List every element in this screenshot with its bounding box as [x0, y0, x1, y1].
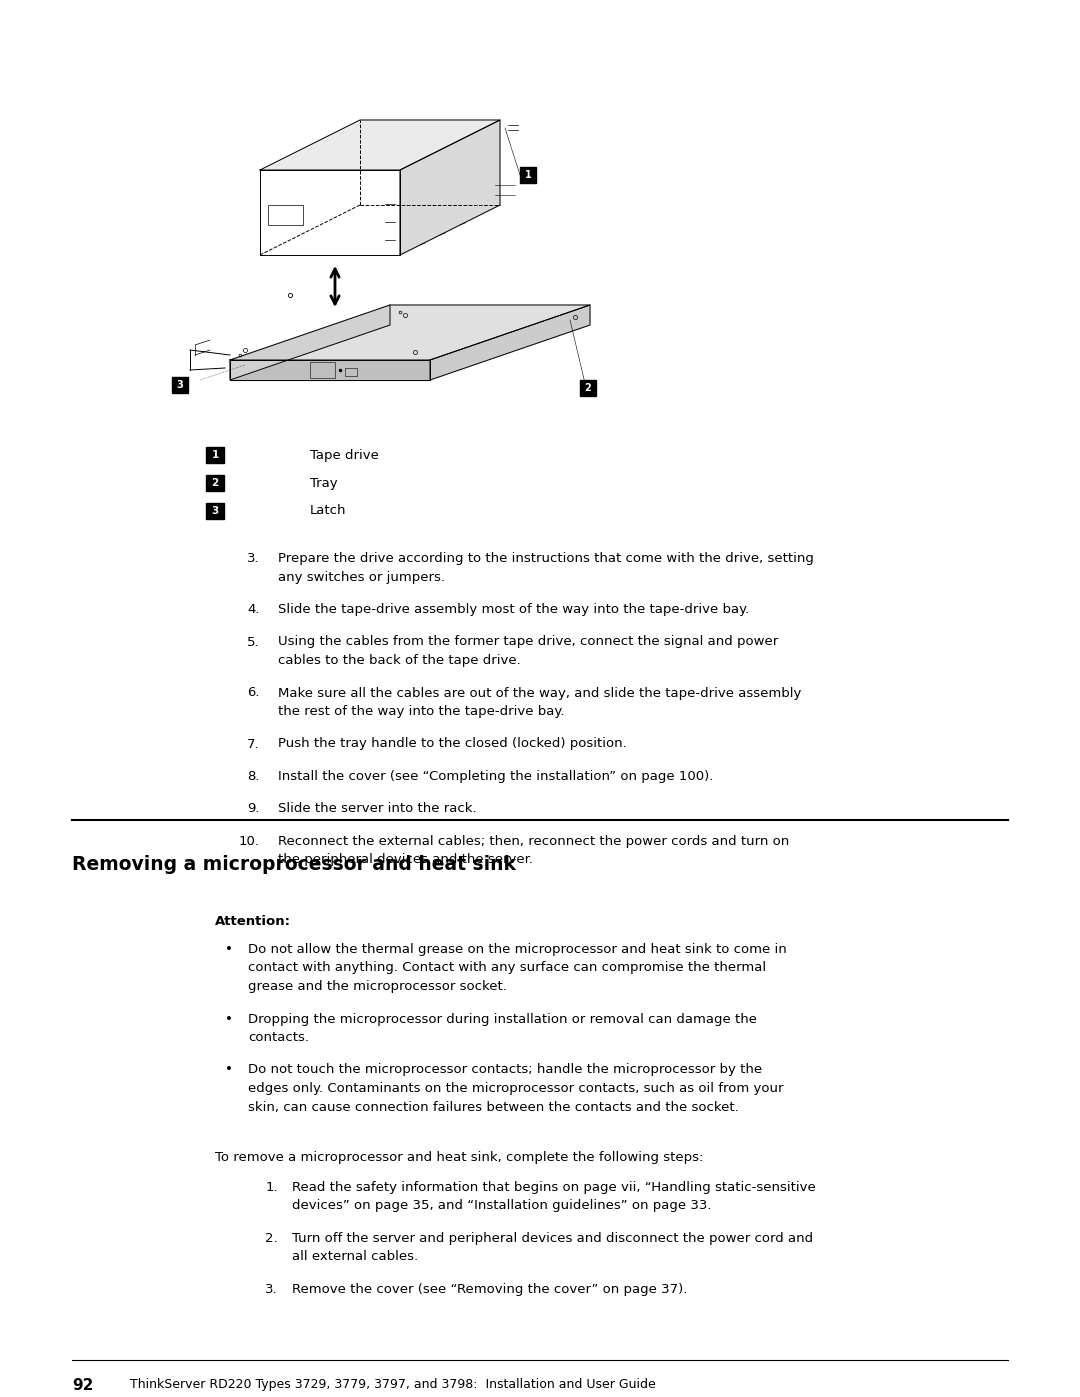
Text: the peripheral devices and the server.: the peripheral devices and the server. — [278, 854, 534, 866]
Text: ThinkServer RD220 Types 3729, 3779, 3797, and 3798:  Installation and User Guide: ThinkServer RD220 Types 3729, 3779, 3797… — [130, 1377, 656, 1391]
Text: Tray: Tray — [310, 476, 338, 489]
Text: 2: 2 — [212, 478, 218, 488]
Text: Removing a microprocessor and heat sink: Removing a microprocessor and heat sink — [72, 855, 516, 875]
Text: edges only. Contaminants on the microprocessor contacts, such as oil from your: edges only. Contaminants on the micropro… — [248, 1083, 783, 1095]
Text: contacts.: contacts. — [248, 1031, 309, 1044]
FancyBboxPatch shape — [580, 380, 596, 395]
Text: all external cables.: all external cables. — [292, 1250, 418, 1263]
Text: Push the tray handle to the closed (locked) position.: Push the tray handle to the closed (lock… — [278, 738, 626, 750]
Text: •: • — [225, 943, 233, 956]
Text: 3.: 3. — [266, 1282, 278, 1296]
Text: 2: 2 — [584, 383, 592, 393]
Text: Install the cover (see “Completing the installation” on page 100).: Install the cover (see “Completing the i… — [278, 770, 714, 782]
Text: 1.: 1. — [266, 1180, 278, 1194]
Polygon shape — [430, 305, 590, 380]
FancyBboxPatch shape — [206, 447, 224, 462]
Text: 4.: 4. — [247, 604, 260, 616]
Text: 6.: 6. — [247, 686, 260, 700]
Text: 2.: 2. — [266, 1232, 278, 1245]
Text: Dropping the microprocessor during installation or removal can damage the: Dropping the microprocessor during insta… — [248, 1013, 757, 1025]
Text: Slide the server into the rack.: Slide the server into the rack. — [278, 802, 476, 816]
Text: 7.: 7. — [247, 738, 260, 750]
Text: Reconnect the external cables; then, reconnect the power cords and turn on: Reconnect the external cables; then, rec… — [278, 835, 789, 848]
Text: grease and the microprocessor socket.: grease and the microprocessor socket. — [248, 981, 507, 993]
FancyBboxPatch shape — [172, 377, 188, 393]
Text: Slide the tape-drive assembly most of the way into the tape-drive bay.: Slide the tape-drive assembly most of th… — [278, 604, 750, 616]
Text: skin, can cause connection failures between the contacts and the socket.: skin, can cause connection failures betw… — [248, 1101, 739, 1113]
Text: 8.: 8. — [247, 770, 260, 782]
Text: Make sure all the cables are out of the way, and slide the tape-drive assembly: Make sure all the cables are out of the … — [278, 686, 801, 700]
Polygon shape — [230, 305, 390, 380]
Text: 3: 3 — [212, 506, 218, 515]
FancyBboxPatch shape — [519, 168, 536, 183]
Text: Attention:: Attention: — [215, 915, 291, 928]
Text: 92: 92 — [72, 1377, 93, 1393]
Text: any switches or jumpers.: any switches or jumpers. — [278, 570, 445, 584]
FancyBboxPatch shape — [206, 503, 224, 520]
Text: Using the cables from the former tape drive, connect the signal and power: Using the cables from the former tape dr… — [278, 636, 779, 648]
Text: Prepare the drive according to the instructions that come with the drive, settin: Prepare the drive according to the instr… — [278, 552, 814, 564]
Text: contact with anything. Contact with any surface can compromise the thermal: contact with anything. Contact with any … — [248, 961, 766, 975]
Text: 3: 3 — [177, 380, 184, 390]
Text: Read the safety information that begins on page vii, “Handling static-sensitive: Read the safety information that begins … — [292, 1180, 815, 1194]
Bar — [310, 362, 335, 379]
Text: 5.: 5. — [247, 636, 260, 648]
Text: Tape drive: Tape drive — [310, 448, 379, 461]
FancyBboxPatch shape — [206, 475, 224, 490]
Text: Do not touch the microprocessor contacts; handle the microprocessor by the: Do not touch the microprocessor contacts… — [248, 1063, 762, 1077]
Text: Latch: Latch — [310, 504, 347, 517]
Text: 3.: 3. — [247, 552, 260, 564]
Text: 1: 1 — [212, 450, 218, 460]
Text: Remove the cover (see “Removing the cover” on page 37).: Remove the cover (see “Removing the cove… — [292, 1282, 687, 1296]
Text: 10.: 10. — [239, 835, 260, 848]
Polygon shape — [230, 305, 590, 360]
Text: To remove a microprocessor and heat sink, complete the following steps:: To remove a microprocessor and heat sink… — [215, 1151, 703, 1164]
Text: •: • — [225, 1063, 233, 1077]
Polygon shape — [400, 120, 500, 256]
Text: •: • — [225, 1013, 233, 1025]
Bar — [345, 367, 357, 376]
Bar — [268, 205, 303, 225]
Text: 1: 1 — [525, 170, 531, 180]
Polygon shape — [230, 360, 430, 380]
Text: the rest of the way into the tape-drive bay.: the rest of the way into the tape-drive … — [278, 705, 565, 718]
Text: 9.: 9. — [247, 802, 260, 816]
Text: cables to the back of the tape drive.: cables to the back of the tape drive. — [278, 654, 521, 666]
Text: devices” on page 35, and “Installation guidelines” on page 33.: devices” on page 35, and “Installation g… — [292, 1200, 712, 1213]
Text: Turn off the server and peripheral devices and disconnect the power cord and: Turn off the server and peripheral devic… — [292, 1232, 813, 1245]
Polygon shape — [260, 120, 500, 170]
Text: Do not allow the thermal grease on the microprocessor and heat sink to come in: Do not allow the thermal grease on the m… — [248, 943, 786, 956]
